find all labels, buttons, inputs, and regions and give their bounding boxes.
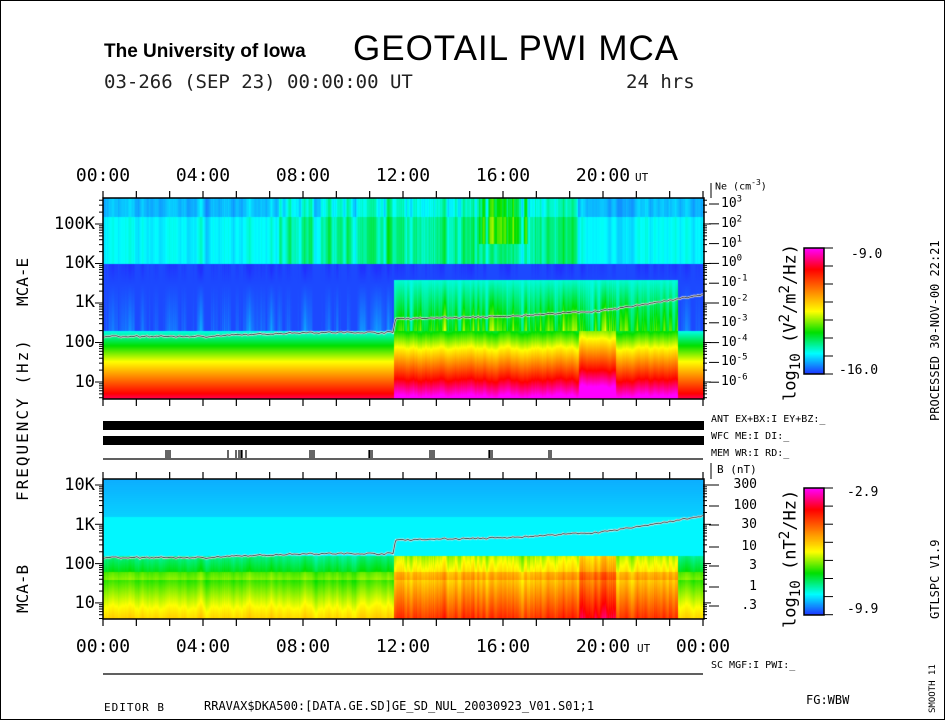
mca-e-label: MCA-E bbox=[13, 257, 32, 306]
freq-label-e: 100 bbox=[64, 332, 95, 352]
mca-e-frame bbox=[102, 197, 705, 400]
ne-tick-label: 10-2 bbox=[721, 293, 748, 310]
b-tick-label: 300 bbox=[733, 477, 757, 492]
time-label-bottom: 16:00 bbox=[475, 636, 531, 657]
sc-status: SC MGF:I PWI:_ bbox=[711, 660, 796, 671]
b-tick-label: .3 bbox=[741, 598, 757, 613]
smooth-stamp: SMOOTH 11 bbox=[928, 664, 938, 713]
ut-label-bottom: UT bbox=[637, 642, 651, 655]
fg-label: FG:WBW bbox=[806, 693, 850, 707]
mca-b-colorbar bbox=[804, 488, 824, 615]
cb-e-min: -16.0 bbox=[839, 363, 879, 378]
cb-e-max: -9.0 bbox=[851, 247, 883, 262]
ne-tick-label: 100 bbox=[721, 254, 743, 271]
frequency-axis-label: FREQUENCY (Hz) bbox=[13, 338, 32, 501]
mca-b-frame bbox=[102, 478, 705, 620]
cb-e-label: log10 (V2/m2/Hz) bbox=[777, 244, 805, 401]
ne-tick-label: 103 bbox=[721, 194, 743, 211]
ne-tick-label: 101 bbox=[721, 234, 743, 251]
file-path: RRAVAX$DKA500:[DATA.GE.SD]GE_SD_NUL_2003… bbox=[204, 699, 595, 713]
time-label-bottom: 20:00 bbox=[575, 636, 631, 657]
freq-label-b: 10K bbox=[64, 475, 95, 495]
editor-label: EDITOR B bbox=[104, 701, 165, 714]
duration: 24 hrs bbox=[626, 71, 695, 93]
freq-label-e: 1K bbox=[74, 292, 95, 312]
mem-status: MEM WR:I RD:_ bbox=[711, 448, 790, 459]
time-label-bottom: 08:00 bbox=[275, 636, 331, 657]
ne-tick-label: 10-6 bbox=[721, 372, 748, 390]
time-label-top: 08:00 bbox=[275, 165, 331, 186]
cb-b-max: -2.9 bbox=[847, 485, 879, 500]
b-tick-label: 1 bbox=[749, 579, 757, 594]
freq-label-b: 1K bbox=[74, 515, 95, 535]
wfc-status-bar bbox=[103, 436, 704, 445]
b-axis-label: B (nT) bbox=[717, 463, 757, 476]
time-label-top: 20:00 bbox=[575, 165, 631, 186]
ne-tick-label: 10-3 bbox=[721, 313, 748, 330]
cb-e-frame bbox=[803, 247, 825, 375]
cb-b-label: log10 (nT2/Hz) bbox=[777, 489, 805, 628]
ne-tick-label: 10-4 bbox=[721, 333, 748, 350]
time-label-top: 04:00 bbox=[175, 165, 231, 186]
time-label-top: 12:00 bbox=[375, 165, 431, 186]
b-tick-label: 100 bbox=[733, 498, 757, 513]
ne-tick-label: 10-5 bbox=[721, 353, 748, 370]
mca-b-spectrogram bbox=[103, 479, 704, 619]
wfc-status: WFC ME:I DI:_ bbox=[711, 431, 790, 442]
ant-status: ANT EX+BX:I EY+BZ:_ bbox=[711, 414, 826, 425]
time-label-bottom: 04:00 bbox=[175, 636, 231, 657]
b-tick-label: 3 bbox=[749, 558, 757, 573]
time-label-top: 00:00 bbox=[75, 165, 131, 186]
ne-tick-label: 10-1 bbox=[721, 273, 748, 291]
b-tick-label: 10 bbox=[741, 539, 757, 554]
freq-label-e: 10 bbox=[74, 372, 95, 392]
ne-axis-label: Ne (cm-3) bbox=[715, 178, 767, 193]
ut-label-top: UT bbox=[635, 171, 649, 184]
b-tick-label: 30 bbox=[741, 517, 757, 532]
mca-e-spectrogram bbox=[103, 198, 704, 399]
time-label-top: 16:00 bbox=[475, 165, 531, 186]
mca-e-colorbar bbox=[804, 248, 824, 374]
processed-stamp: PROCESSED 30-NOV-00 22:21 bbox=[928, 240, 942, 421]
freq-label-e: 10K bbox=[64, 253, 95, 273]
time-label-bottom: 00:00 bbox=[75, 636, 131, 657]
freq-label-b: 10 bbox=[74, 593, 95, 613]
ant-status-bar bbox=[103, 421, 704, 430]
institution: The University of Iowa bbox=[104, 41, 306, 62]
mca-b-label: MCA-B bbox=[13, 564, 32, 613]
date-line: 03-266 (SEP 23) 00:00:00 UT bbox=[104, 71, 413, 93]
ne-tick-label: 102 bbox=[721, 214, 743, 231]
version-stamp: GTLSPC V1.9 bbox=[928, 539, 942, 619]
freq-label-e: 100K bbox=[54, 214, 95, 234]
cb-b-min: -9.9 bbox=[847, 602, 879, 617]
time-label-end: 00:00 bbox=[675, 636, 731, 657]
time-label-bottom: 12:00 bbox=[375, 636, 431, 657]
page-title: GEOTAIL PWI MCA bbox=[353, 29, 680, 68]
freq-label-b: 100 bbox=[64, 554, 95, 574]
cb-b-frame bbox=[803, 487, 825, 616]
